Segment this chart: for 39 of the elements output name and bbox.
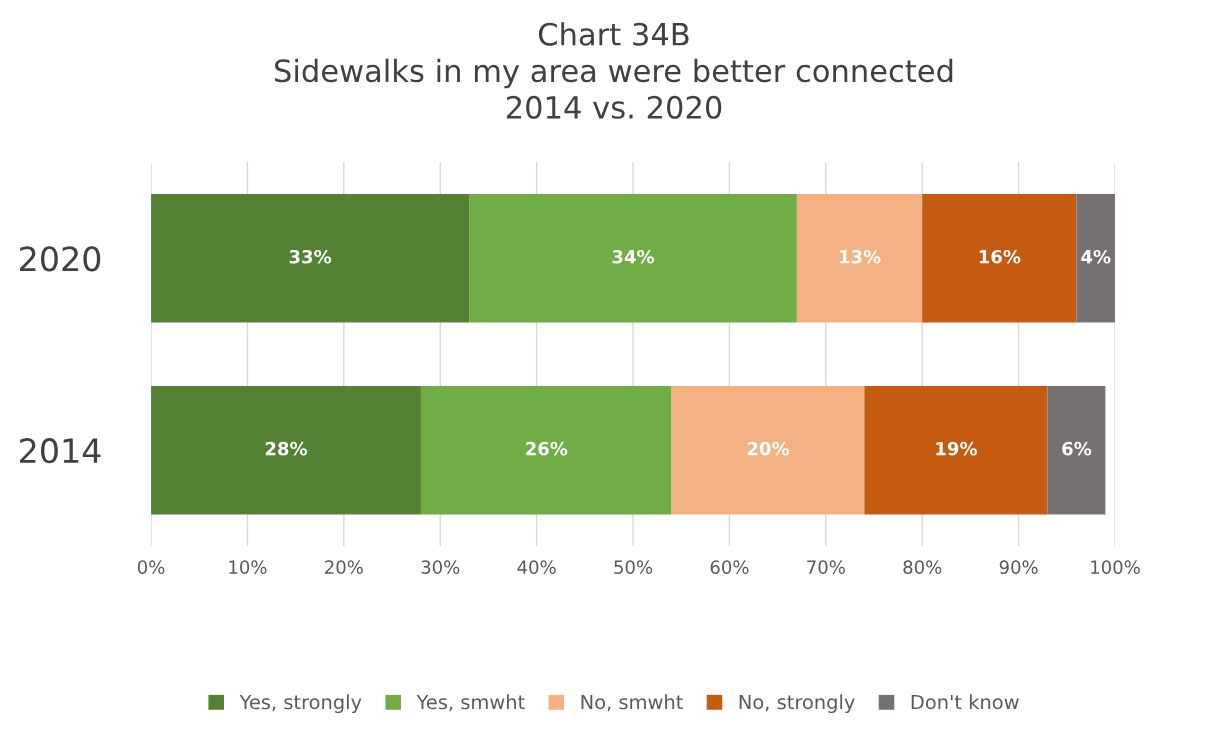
bar [151,385,421,515]
x-tick-label: 60% [710,560,749,574]
bar [796,194,923,323]
legend-label: Yes, smwht [416,694,525,712]
x-tick-label: 10% [229,560,267,574]
data-label: 13% [840,249,881,264]
data-label: 28% [265,441,308,456]
bar [1047,385,1106,515]
x-tick-label: 70% [807,560,845,574]
bar [922,194,1077,323]
data-label: 26% [526,441,568,456]
x-tick-label: 100% [1091,560,1140,574]
x-tick-label: 80% [903,560,942,574]
y-tick-label: 2014 [20,438,101,464]
x-tick-label: 40% [517,560,556,574]
data-label: 4% [1081,249,1111,264]
data-label: 34% [612,249,655,264]
chart-title: Chart 34B Sidewalks in my area were better connected 2014 vs. 2020 [275,22,953,119]
bar [151,194,470,323]
legend-label: No, strongly [739,694,855,714]
bar [1076,194,1116,323]
bar [864,385,1048,515]
data-label: 20% [747,441,790,456]
bar [671,385,865,515]
x-tick-label: 50% [614,560,653,574]
legend-label: Don't know [911,694,1019,710]
x-tick-label: 30% [421,560,460,574]
data-label: 6% [1062,441,1092,456]
bar [420,385,672,515]
y-tick-label: 2020 [20,246,101,272]
data-label: 33% [289,249,332,264]
x-tick-label: 0% [137,560,165,574]
legend-label: Yes, strongly [239,694,362,714]
x-tick-label: 90% [999,560,1038,574]
data-label: 16% [979,249,1021,264]
x-tick-label: 20% [325,560,363,574]
data-label: 19% [936,441,977,456]
legend-label: No, smwht [581,694,683,712]
bar [469,194,797,323]
